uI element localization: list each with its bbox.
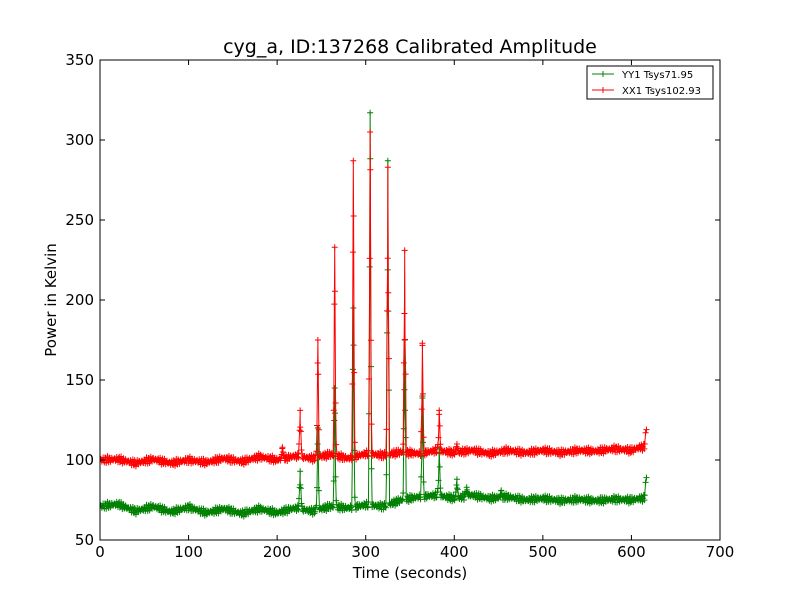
x-tick-label: 300: [351, 543, 380, 561]
legend-label-yy1: YY1 Tsys71.95: [621, 70, 693, 81]
series-layer: [100, 109, 650, 520]
y-tick-label: 150: [65, 371, 94, 389]
x-tick-label: 700: [706, 543, 735, 561]
x-tick-label: 400: [440, 543, 469, 561]
y-tick-label: 100: [65, 451, 94, 469]
y-tick-label: 300: [65, 131, 94, 149]
x-tick-label: 0: [95, 543, 105, 561]
series-markers: [100, 109, 650, 520]
y-tick-label: 250: [65, 211, 94, 229]
series-yy1: [100, 109, 650, 520]
legend-marker-xx1: [600, 87, 606, 93]
y-tick-label: 200: [65, 291, 94, 309]
series-xx1: [100, 129, 650, 470]
legend: YY1 Tsys71.95 XX1 Tsys102.93: [586, 65, 714, 100]
y-axis-label: Power in Kelvin: [42, 243, 60, 357]
y-tick-label: 350: [65, 51, 94, 69]
legend-label-xx1: XX1 Tsys102.93: [622, 86, 701, 97]
x-tick-label: 100: [174, 543, 203, 561]
series-markers: [100, 129, 650, 470]
plot-background: [100, 60, 720, 540]
x-tick-label: 600: [617, 543, 646, 561]
legend-box: [586, 65, 714, 100]
x-tick-label: 200: [263, 543, 292, 561]
plot-area: 0 100 200 300 400 500 600 700 50 100 150 200 250 300 3…: [65, 51, 734, 561]
chart-title: cyg_a, ID:137268 Calibrated Amplitude: [223, 36, 597, 58]
x-tick-label: 500: [529, 543, 558, 561]
y-tick-label: 50: [75, 531, 94, 549]
x-axis-label: Time (seconds): [352, 564, 468, 582]
legend-marker-yy1: [600, 71, 606, 77]
